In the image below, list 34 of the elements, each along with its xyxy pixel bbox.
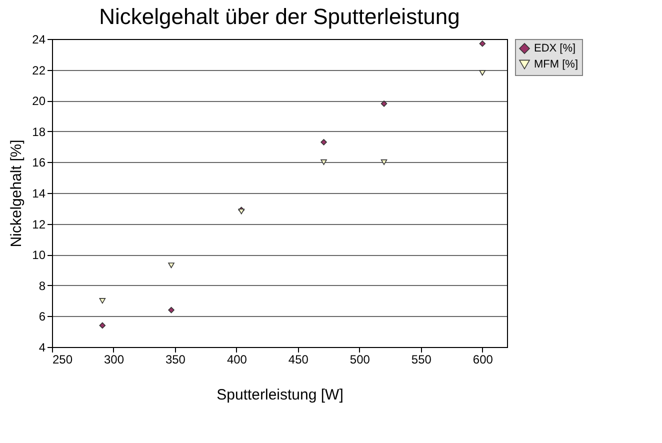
point: [320, 139, 327, 146]
point: [99, 322, 106, 329]
y-tick-label: 14: [32, 186, 46, 200]
legend-label: EDX [%]: [534, 42, 576, 54]
chart-title: Nickelgehalt über der Sputterleistung: [99, 4, 460, 29]
y-tick-label: 4: [38, 340, 46, 354]
y-tick-label: 8: [38, 278, 46, 293]
y-tick-label: 16: [32, 156, 46, 170]
y-tick-label: 22: [32, 63, 46, 78]
point: [479, 40, 486, 47]
x-tick-label: 350: [165, 352, 186, 366]
x-tick-label: 400: [226, 352, 248, 366]
y-tick-label: 6: [38, 310, 46, 324]
legend-label: MFM [%]: [534, 58, 578, 70]
y-tick-label: 18: [32, 124, 46, 139]
x-tick-label: 450: [288, 352, 309, 366]
x-tick-label: 600: [472, 352, 494, 366]
y-tick-label: 20: [32, 94, 46, 108]
point: [168, 306, 174, 314]
x-tick-label: 250: [52, 352, 73, 366]
point: [380, 100, 388, 107]
point: [380, 159, 388, 165]
point: [479, 70, 486, 76]
y-axis-title: Nickelgehalt [%]: [8, 140, 26, 248]
x-tick-label: 300: [104, 352, 124, 366]
y-tick-label: 24: [32, 32, 46, 46]
point: [168, 262, 174, 268]
y-tick-label: 12: [32, 217, 46, 232]
point: [99, 298, 106, 304]
x-tick-label: 500: [350, 352, 370, 366]
x-tick-label: 550: [411, 352, 432, 366]
x-axis-title: Sputterleistung [W]: [216, 386, 344, 404]
y-tick-label: 10: [32, 248, 46, 262]
point: [320, 159, 327, 165]
